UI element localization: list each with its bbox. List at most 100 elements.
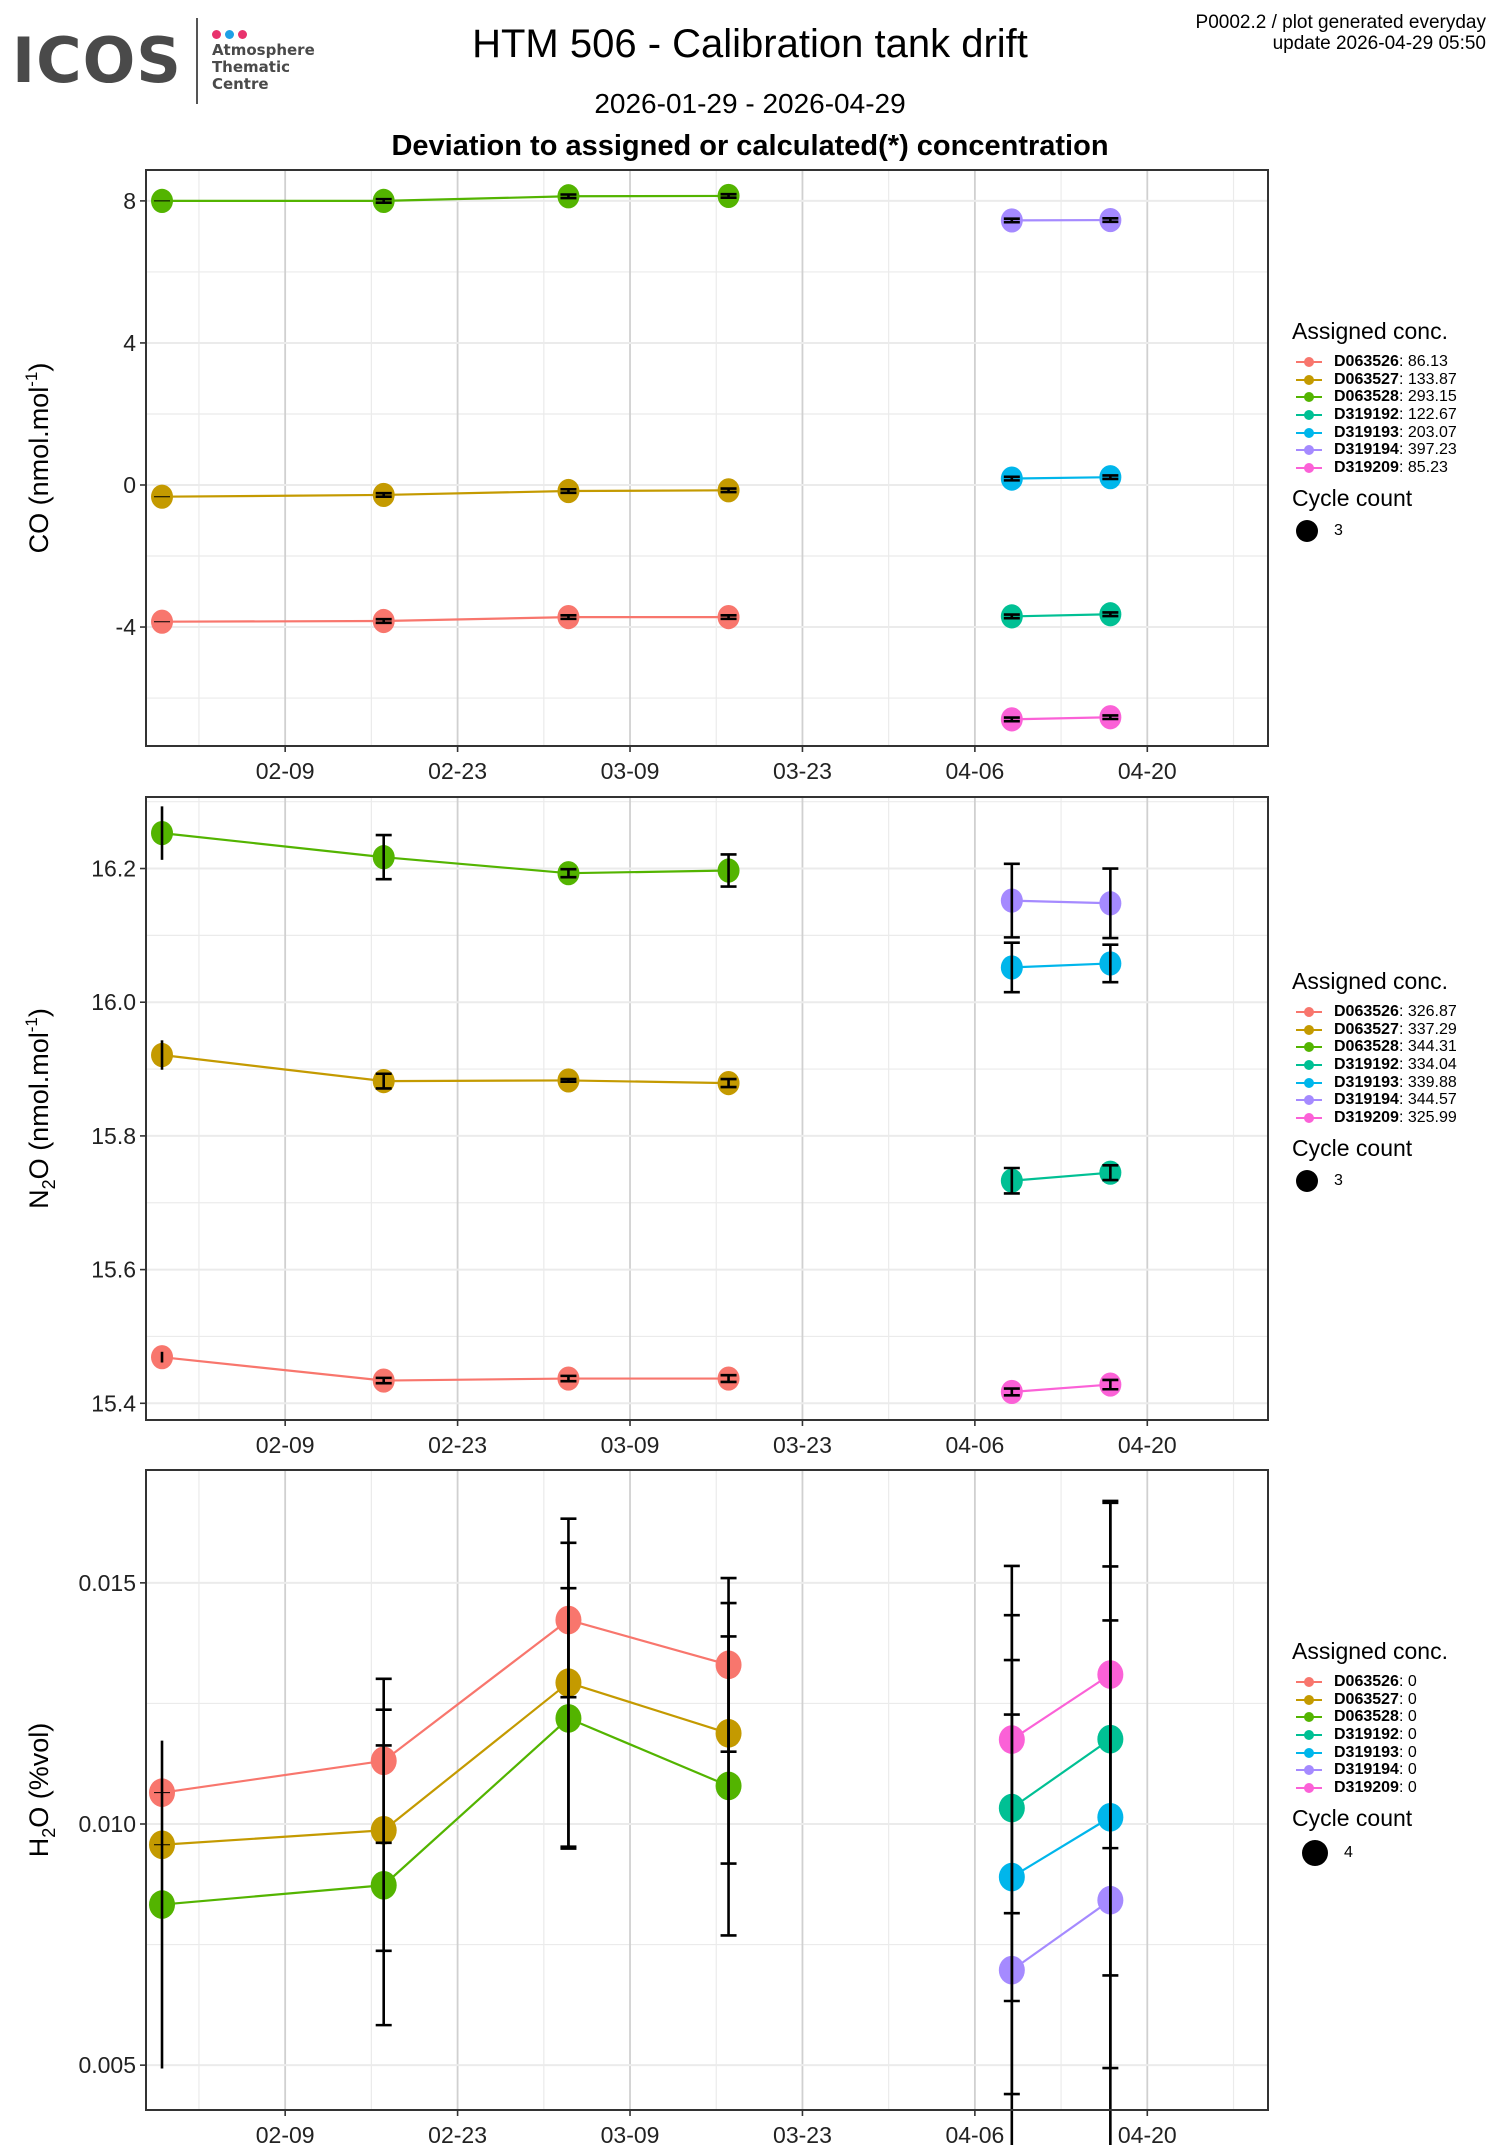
legend-series-value: : 0 (1398, 1743, 1417, 1761)
legend-title: Assigned conc. (1292, 318, 1448, 344)
legend-key-icon (1292, 1764, 1326, 1776)
x-tick-label: 02-23 (428, 2122, 487, 2145)
legend-item-D319193: D319193: 0 (1292, 1744, 1448, 1762)
x-tick-label: 02-23 (428, 1432, 487, 1458)
y-label-superscript: -1 (22, 1017, 41, 1032)
legend-key-icon (1292, 1711, 1326, 1723)
x-tick-label: 04-20 (1118, 1432, 1177, 1458)
legend-series-id: D063527 (1334, 1020, 1399, 1038)
legend-key-icon (1292, 1077, 1326, 1089)
series-line-D319194 (1011, 899, 1111, 905)
x-tick-label: 03-09 (601, 2122, 660, 2145)
cycle-count-title: Cycle count (1292, 484, 1413, 511)
y-tick-label: 16.0 (91, 989, 136, 1015)
chart-title: HTM 506 - Calibration tank drift (472, 22, 1028, 66)
y-tick-label: 16.2 (91, 856, 136, 882)
logo-dot (237, 29, 247, 39)
legend-item-D063528: D063528: 344.31 (1292, 1038, 1457, 1056)
x-tick-label: 03-23 (773, 758, 832, 784)
series-line-D063527 (162, 489, 729, 498)
logo-subtitle: Atmosphere Thematic Centre (211, 29, 315, 93)
series-line-D063528 (161, 832, 729, 875)
plot-background (146, 170, 1268, 746)
legend-series-id: D319192 (1334, 1055, 1399, 1073)
plot-background (146, 1470, 1268, 2110)
y-tick-label: 15.6 (91, 1257, 136, 1283)
cycle-count-dot-icon (1302, 1839, 1328, 1866)
series-line-D063527 (161, 1681, 729, 1846)
y-label-text: O (%vol) (24, 1723, 54, 1828)
legend-item-D319194: D319194: 0 (1292, 1761, 1448, 1779)
legend-series-value: : 397.23 (1398, 441, 1457, 459)
y-label-text: N (24, 1189, 54, 1209)
legend-item-D319209: D319209: 325.99 (1292, 1109, 1457, 1127)
y-tick-label: 8 (123, 188, 136, 214)
y-label-subscript: 2 (39, 1179, 59, 1189)
legend-item-D063527: D063527: 337.29 (1292, 1021, 1457, 1039)
legend-series-id: D319193 (1334, 1743, 1399, 1761)
x-tick-label: 04-20 (1118, 2122, 1177, 2145)
cycle-count-dot-icon (1296, 519, 1318, 542)
legend-key-icon (1292, 356, 1326, 368)
series-line-D319209 (1011, 716, 1111, 721)
legend-series-id: D319209 (1334, 1778, 1399, 1796)
legend-item-D319193: D319193: 203.07 (1292, 424, 1457, 442)
legend-series-value: : 0 (1398, 1708, 1417, 1726)
legend-series-value: : 344.31 (1398, 1038, 1457, 1056)
cycle-count-item: 3 (1292, 1169, 1457, 1192)
cycle-count-value: 4 (1344, 1843, 1353, 1861)
legend-series-value: : 0 (1398, 1761, 1417, 1779)
legend-series-id: D319193 (1334, 1073, 1399, 1091)
legend-series-value: : 85.23 (1398, 458, 1448, 476)
legend-series-value: : 293.15 (1398, 388, 1457, 406)
plot-frame (145, 796, 1269, 1421)
y-tick-label: 0 (123, 472, 136, 498)
legend-item-D319193: D319193: 339.88 (1292, 1074, 1457, 1092)
series-line-D063528 (162, 194, 729, 202)
legend-series-id: D063526 (1334, 1672, 1399, 1690)
logo-wordmark: ICOS (12, 24, 182, 97)
legend-series-id: D063527 (1334, 1690, 1399, 1708)
legend-key-icon (1292, 444, 1326, 456)
legend-series-value: : 0 (1398, 1778, 1417, 1796)
y-label-text: CO (nmol.mol (24, 387, 54, 554)
legend-series-value: : 0 (1398, 1690, 1417, 1708)
plot-meta: P0002.2 / plot generated everyday update… (1196, 12, 1486, 54)
legend-series-id: D063526 (1334, 1002, 1399, 1020)
legend-key-icon (1292, 462, 1326, 474)
plot-frame (145, 1469, 1269, 2111)
legend-key-icon (1292, 1676, 1326, 1688)
legend-item-D063526: D063526: 326.87 (1292, 1003, 1457, 1021)
y-label-subscript: 2 (39, 1828, 59, 1838)
logo-dot (224, 29, 234, 39)
x-tick-label: 04-06 (945, 2122, 1004, 2145)
cycle-count-value: 3 (1334, 1171, 1343, 1189)
legend-title: Assigned conc. (1292, 1638, 1448, 1664)
series-line-D063528 (161, 1717, 729, 1906)
legend-key-icon (1292, 391, 1326, 403)
cycle-count-item: 3 (1292, 519, 1457, 542)
legend-key-icon (1292, 427, 1326, 439)
legend-series-id: D319192 (1334, 405, 1399, 423)
legend-item-D319194: D319194: 344.57 (1292, 1091, 1457, 1109)
cycle-count-title: Cycle count (1292, 1804, 1413, 1831)
legend-series-value: : 326.87 (1398, 1002, 1457, 1020)
legend-series-id: D063528 (1334, 1038, 1399, 1056)
y-label-superscript: -1 (22, 372, 41, 387)
legend-key-icon (1292, 409, 1326, 421)
legend-series-value: : 86.13 (1398, 352, 1448, 370)
icos-logo: ICOS Atmosphere Thematic Centre (12, 18, 315, 104)
date-range: 2026-01-29 - 2026-04-29 (594, 88, 906, 119)
legend-series-value: : 337.29 (1398, 1020, 1457, 1038)
x-tick-label: 03-09 (601, 1432, 660, 1458)
y-axis-label: N2O (nmol.mol-1) (22, 1008, 59, 1209)
y-tick-label: 15.4 (91, 1390, 136, 1416)
series-line-D063527 (161, 1053, 729, 1085)
legend-series-id: D319194 (1334, 441, 1399, 459)
legend-series-id: D063526 (1334, 352, 1399, 370)
series-line-D063526 (162, 615, 729, 623)
x-tick-label: 03-23 (773, 2122, 832, 2145)
legend-key-icon (1292, 1729, 1326, 1741)
plot-background (146, 797, 1268, 1420)
